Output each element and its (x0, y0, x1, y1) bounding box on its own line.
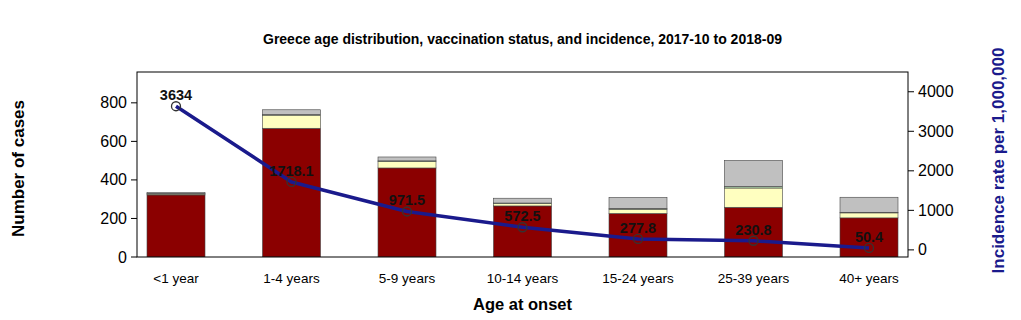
bar-segment (494, 204, 552, 206)
bar-segment (263, 110, 321, 115)
y-tick-label: 200 (100, 210, 127, 227)
y2-tick (908, 210, 914, 211)
x-tick-label: 10-14 years (487, 271, 559, 286)
bar-segment (147, 193, 205, 194)
data-label: 572.5 (504, 208, 540, 224)
y2-tick-label: 3000 (918, 123, 954, 140)
incidence-line (176, 106, 869, 248)
data-label: 1718.1 (269, 163, 313, 179)
title: Greece age distribution, vaccination sta… (263, 31, 782, 47)
x-tick-label: 5-9 years (379, 271, 436, 286)
x-tick-label: <1 year (153, 271, 199, 286)
bar-segment (725, 207, 783, 257)
y-tick (131, 102, 137, 103)
y2-tick (908, 249, 914, 250)
y2-tick (908, 91, 914, 92)
bar-segment (494, 206, 552, 257)
x-tick-label: 15-24 years (602, 271, 674, 286)
y2-tick-label: 4000 (918, 83, 954, 100)
y-tick-label: 400 (100, 171, 127, 188)
bar-segment (840, 197, 898, 212)
y-axis-title: Number of cases (9, 100, 28, 237)
bar-segment (378, 161, 436, 168)
x-tick-label: 40+ years (839, 271, 899, 286)
y-tick (131, 141, 137, 142)
bar-segment (609, 197, 667, 208)
y-tick-label: 0 (118, 249, 127, 266)
plot-area (147, 102, 898, 257)
bar-segment (147, 195, 205, 257)
y-tick (131, 218, 137, 219)
y2-tick-label: 1000 (918, 202, 954, 219)
plot-frame (137, 72, 908, 257)
bar-segment (840, 218, 898, 257)
y2-tick-label: 0 (918, 241, 927, 258)
bar-segment (609, 209, 667, 213)
y-tick-label: 800 (100, 94, 127, 111)
bar-segment (263, 128, 321, 257)
chart: Greece age distribution, vaccination sta… (0, 0, 1021, 320)
data-label: 50.4 (855, 229, 883, 245)
data-label: 277.8 (620, 220, 656, 236)
y2-tick-label: 2000 (918, 162, 954, 179)
y2-tick (908, 170, 914, 171)
bar-segment (147, 192, 205, 194)
data-label: 230.8 (735, 222, 771, 238)
data-label: 3634 (160, 87, 192, 103)
x-tick-label: 1-4 years (263, 271, 320, 286)
bar-segment (725, 160, 783, 186)
y-tick (131, 257, 137, 258)
x-axis-title: Age at onset (473, 295, 573, 313)
bar-segment (378, 157, 436, 161)
bar-segment (840, 213, 898, 218)
x-tick-label: 25-39 years (718, 271, 790, 286)
bar-segment (147, 193, 205, 195)
y2-axis-title: Incidence rate per 1,000,000 (989, 48, 1008, 274)
y-tick (131, 179, 137, 180)
bar-segment (494, 198, 552, 203)
y2-tick (908, 131, 914, 132)
bar-segment (263, 115, 321, 128)
data-label: 971.5 (389, 192, 425, 208)
bar-segment (725, 188, 783, 207)
y-tick-label: 600 (100, 133, 127, 150)
